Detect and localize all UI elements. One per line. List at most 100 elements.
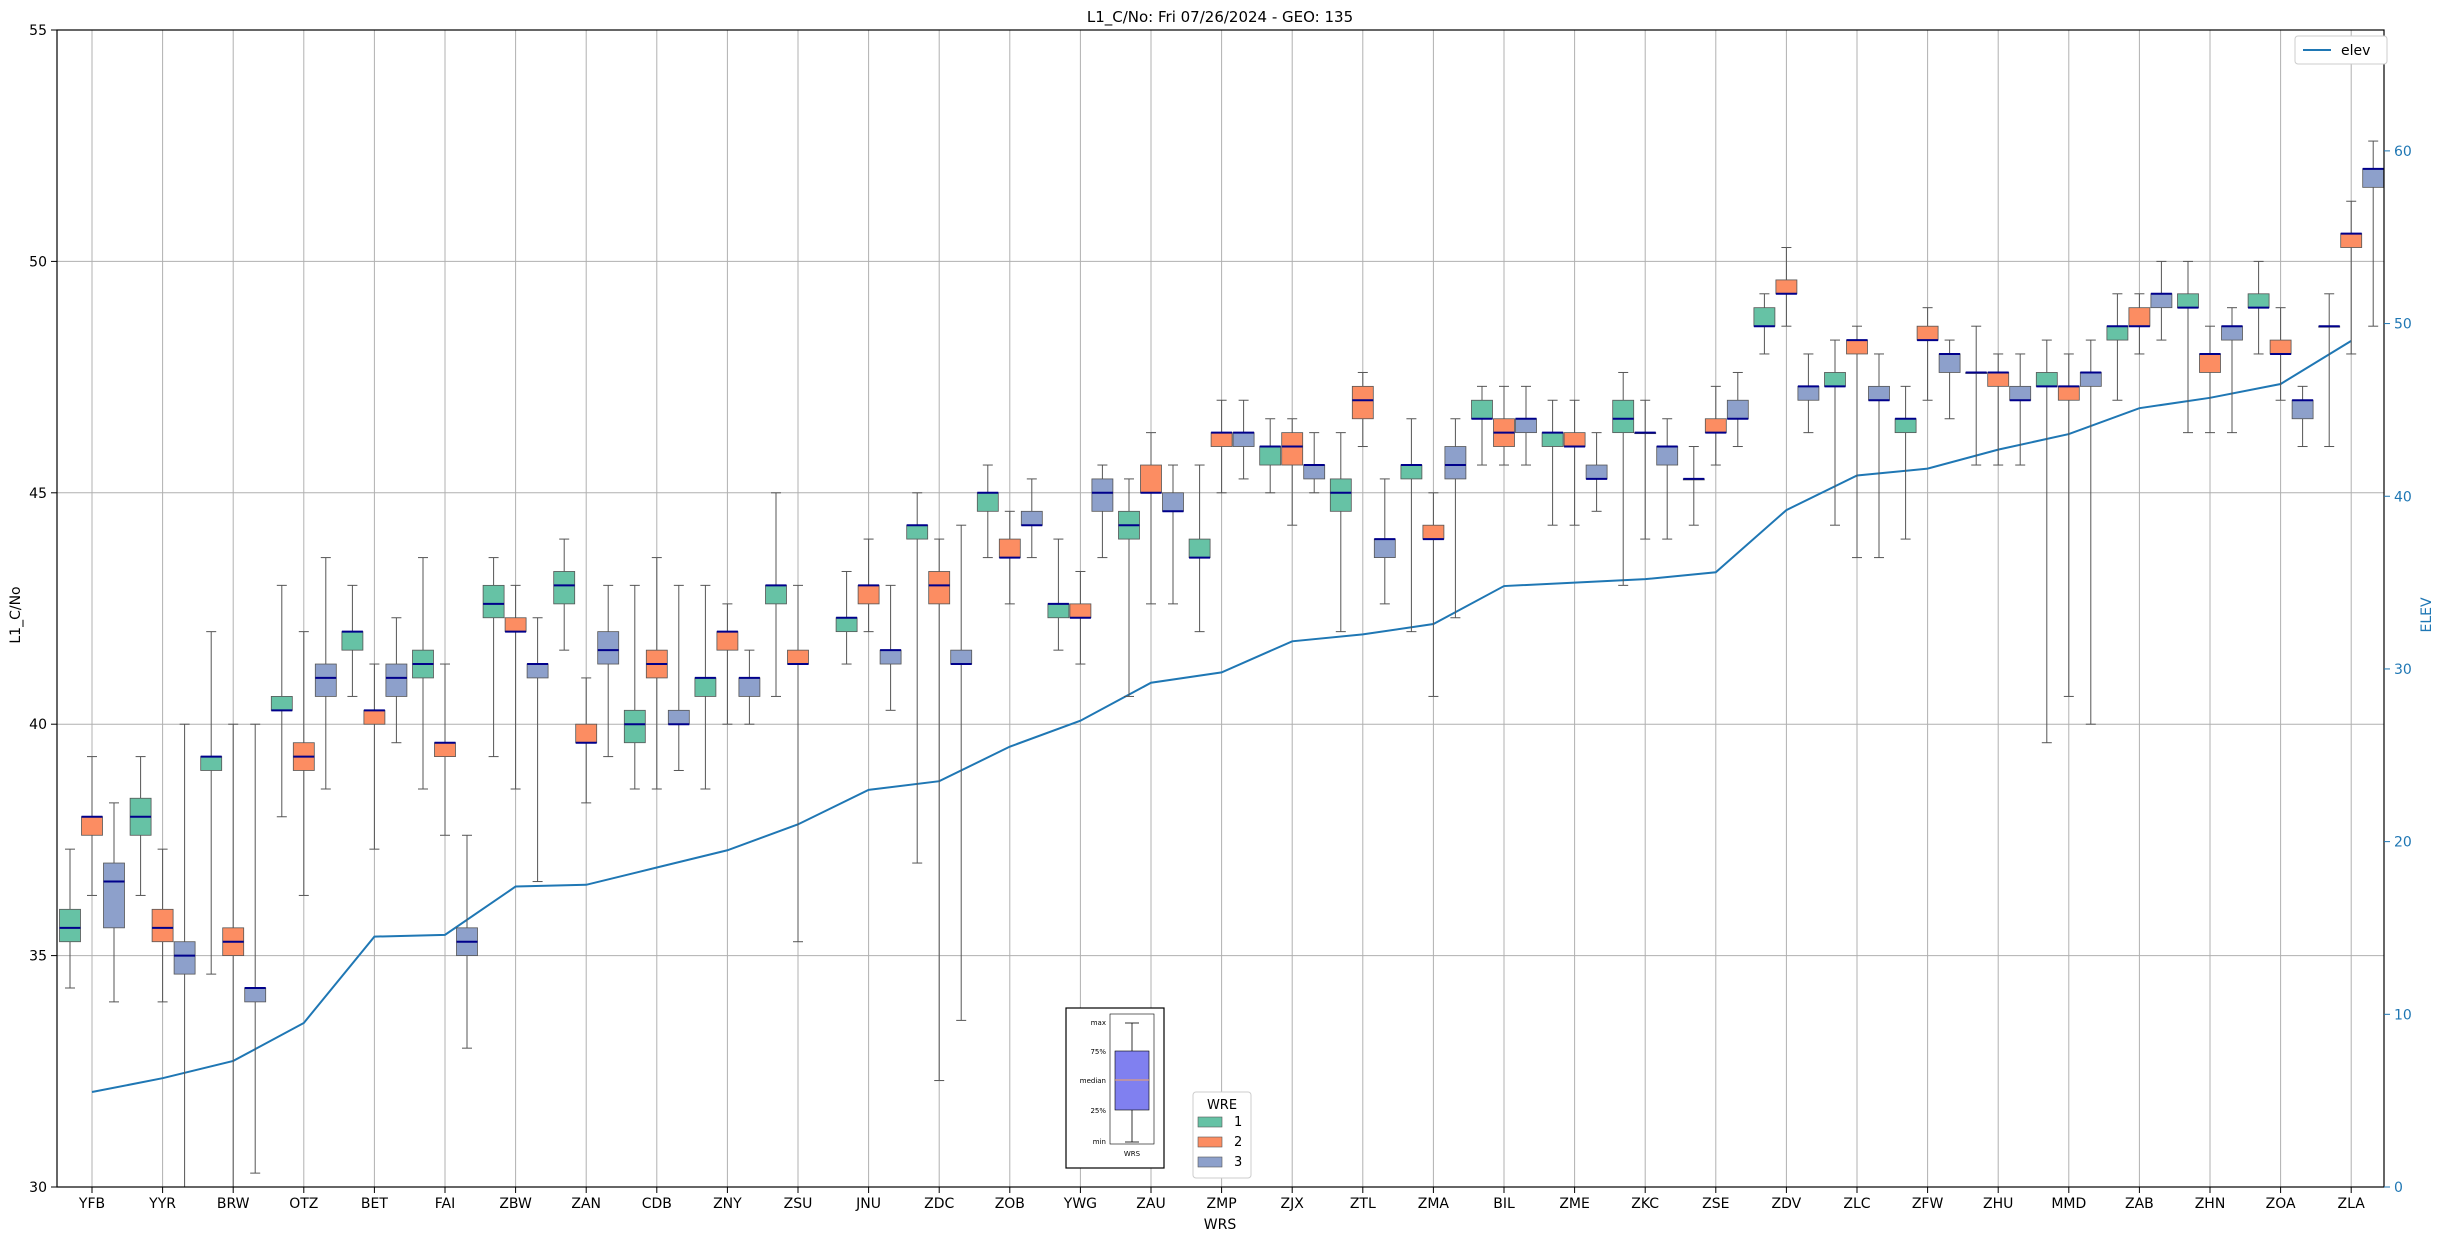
box-iqr [1163,493,1184,512]
x-tick-label: BRW [217,1196,250,1212]
box-ZOB-wre2 [999,511,1020,604]
box-BIL-wre3 [1516,386,1537,465]
box-iqr [1705,419,1726,433]
box-iqr [1211,433,1232,447]
box-YWG-wre2 [1070,571,1091,664]
inset-label-min: min [1093,1138,1106,1146]
box-BET-wre2 [364,664,385,849]
box-BRW-wre3 [245,724,266,1173]
y2-axis-label: ELEV [2419,597,2435,632]
box-iqr [152,909,173,941]
box-iqr [201,757,222,771]
x-tick-label: OTZ [289,1196,318,1212]
box-ZOB-wre1 [977,465,998,558]
x-tick-label: ZMP [1207,1196,1237,1212]
box-ZMA-wre1 [1401,419,1422,632]
box-iqr [836,618,857,632]
box-ZBW-wre1 [483,558,504,757]
box-ZDC-wre1 [907,493,928,863]
box-iqr [1423,525,1444,539]
box-JNU-wre3 [880,585,901,710]
x-tick-label: ZHN [2195,1196,2226,1212]
box-iqr [1776,280,1797,294]
x-tick-label: ZMA [1418,1196,1450,1212]
box-iqr [1657,447,1678,466]
box-MMD-wre1 [2036,340,2057,743]
box-YYR-wre1 [130,757,151,896]
box-iqr [1988,372,2009,386]
box-YWG-wre1 [1048,539,1069,650]
box-iqr [1304,465,1325,479]
box-iqr [977,493,998,512]
inset-label-25: 25% [1090,1107,1106,1115]
box-iqr [2107,326,2128,340]
box-iqr [1472,400,1493,419]
box-BET-wre1 [342,585,363,696]
x-tick-label: FAI [435,1196,455,1212]
x-tick-label: ZOB [995,1196,1025,1212]
box-FAI-wre3 [457,835,478,1048]
box-YFB-wre3 [104,803,125,1002]
box-iqr [2222,326,2243,340]
box-ZFW-wre1 [1895,386,1916,539]
box-iqr [858,585,879,604]
box-BRW-wre1 [201,632,222,974]
x-tick-label: YFB [78,1196,105,1212]
box-JNU-wre1 [836,571,857,664]
box-ZJX-wre3 [1304,433,1325,493]
y2-tick-label: 30 [2394,662,2412,678]
box-iqr [1141,465,1162,493]
box-ZME-wre1 [1542,400,1563,525]
box-ZDC-wre2 [929,539,950,1080]
box-iqr [1895,419,1916,433]
x-tick-label: ZOA [2266,1196,2296,1212]
wre-legend-swatch-3 [1198,1157,1222,1167]
y2-tick-label: 10 [2394,1007,2412,1023]
box-iqr [386,664,407,696]
box-ZDV-wre2 [1776,248,1797,327]
box-iqr [2248,294,2269,308]
box-ZLA-wre2 [2341,201,2362,354]
box-iqr [695,678,716,697]
box-YFB-wre2 [82,757,103,896]
box-MMD-wre2 [2058,354,2079,696]
box-ZFW-wre3 [1939,340,1960,419]
box-YYR-wre3 [174,724,195,1187]
box-ZMA-wre3 [1445,419,1466,618]
x-tick-label: ZFW [1912,1196,1944,1212]
wre-legend-swatch-1 [1198,1117,1222,1127]
box-iqr [82,817,103,836]
box-ZFW-wre2 [1917,308,1938,401]
box-iqr [2036,372,2057,386]
box-ZAU-wre3 [1163,465,1184,604]
box-iqr [1021,511,1042,525]
x-tick-label: ZSU [784,1196,813,1212]
box-iqr [1564,433,1585,447]
box-YWG-wre3 [1092,465,1113,558]
box-iqr [1070,604,1091,618]
box-MMD-wre3 [2080,340,2101,724]
box-ZDV-wre3 [1798,354,1819,433]
box-iqr [788,650,809,664]
box-ZMA-wre2 [1423,493,1444,697]
box-OTZ-wre1 [271,585,292,816]
box-iqr [907,525,928,539]
box-iqr [2200,354,2221,373]
box-OTZ-wre3 [315,558,336,789]
y-tick-label: 40 [29,717,47,733]
box-ZHN-wre2 [2200,326,2221,432]
box-ZTL-wre1 [1330,433,1351,632]
box-iqr [717,632,738,651]
y-tick-label: 30 [29,1180,47,1196]
x-tick-label: JNU [855,1196,881,1212]
x-tick-label: ZDV [1772,1196,1802,1212]
box-ZJX-wre1 [1260,419,1281,493]
box-ZAN-wre1 [554,539,575,650]
elev-legend-label: elev [2341,43,2370,59]
box-iqr [739,678,760,697]
y2-tick-label: 40 [2394,489,2412,505]
box-ZBW-wre2 [505,585,526,789]
box-FAI-wre2 [435,664,456,835]
